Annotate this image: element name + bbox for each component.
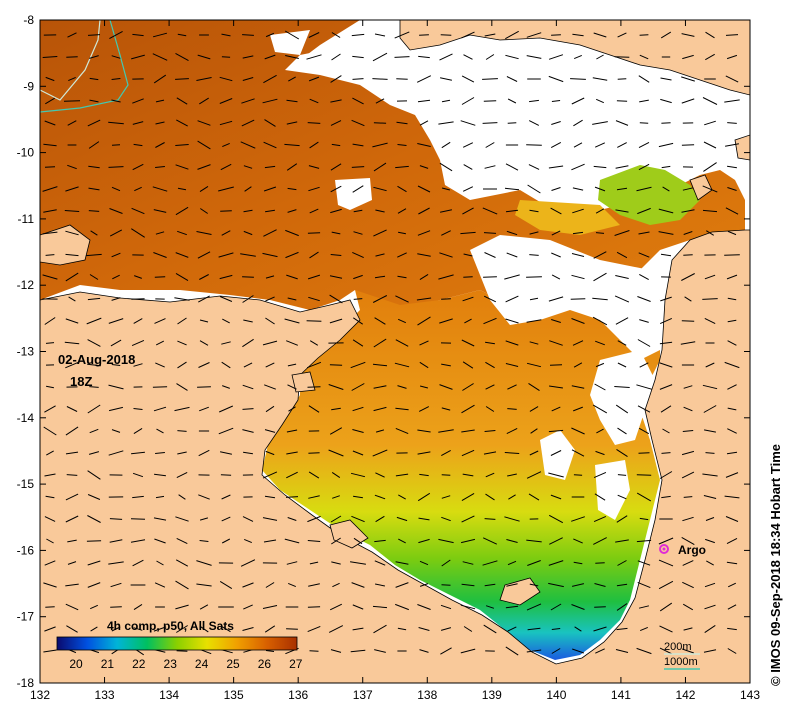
y-tick-label: -9	[23, 79, 34, 93]
current-arrow	[308, 387, 321, 388]
argo-label: Argo	[678, 543, 706, 557]
y-tick-label: -8	[23, 13, 34, 27]
current-arrow	[724, 255, 740, 256]
x-tick-label: 143	[740, 688, 760, 702]
y-tick-label: -13	[17, 345, 35, 359]
current-arrow	[640, 35, 649, 36]
current-arrow	[682, 321, 694, 322]
current-arrow	[484, 101, 496, 102]
current-arrow	[45, 607, 54, 608]
current-arrow	[441, 35, 452, 36]
isobath-200-label: 200m	[664, 641, 692, 653]
time-label: 18Z	[70, 374, 92, 389]
current-arrow	[615, 57, 630, 58]
colorbar-tick-label: 25	[226, 657, 240, 671]
x-tick-label: 134	[159, 688, 179, 702]
colorbar	[57, 637, 297, 650]
current-arrow	[131, 519, 145, 520]
x-tick-label: 138	[417, 688, 437, 702]
x-tick-label: 142	[675, 688, 695, 702]
colorbar-title: 4h comp, p50, All Sats	[107, 619, 234, 633]
current-arrow	[222, 57, 230, 58]
date-label: 02-Aug-2018	[58, 352, 135, 367]
colorbar-tick-label: 26	[258, 657, 272, 671]
x-tick-label: 140	[546, 688, 566, 702]
colorbar-tick-label: 22	[132, 657, 146, 671]
y-tick-label: -14	[17, 411, 35, 425]
colorbar-tick-label: 20	[69, 657, 83, 671]
current-arrow	[618, 79, 627, 80]
isobath-1000-label: 1000m	[664, 656, 698, 668]
current-arrow	[242, 277, 254, 278]
current-arrow	[308, 453, 319, 454]
x-tick-label: 141	[611, 688, 631, 702]
y-tick-label: -12	[17, 278, 35, 292]
current-arrow	[66, 57, 77, 58]
current-arrow	[683, 255, 692, 256]
current-arrow	[463, 277, 472, 278]
x-tick-label: 132	[30, 688, 50, 702]
x-tick-label: 135	[224, 688, 244, 702]
current-arrow	[286, 629, 298, 630]
colorbar-tick-label: 23	[164, 657, 178, 671]
x-tick-label: 133	[95, 688, 115, 702]
y-tick-label: -15	[17, 477, 35, 491]
y-tick-label: -17	[17, 610, 35, 624]
current-arrow	[508, 123, 517, 124]
colorbar-tick-label: 21	[101, 657, 115, 671]
colorbar-tick-label: 24	[195, 657, 209, 671]
current-arrow	[442, 585, 451, 586]
y-tick-label: -10	[17, 146, 35, 160]
current-arrow	[526, 145, 542, 146]
current-arrow	[442, 475, 451, 476]
colorbar-tick-label: 27	[289, 657, 303, 671]
y-tick-label: -16	[17, 543, 35, 557]
x-tick-label: 136	[288, 688, 308, 702]
current-arrow	[419, 35, 429, 36]
x-tick-label: 139	[482, 688, 502, 702]
y-tick-label: -18	[17, 676, 35, 690]
x-tick-label: 137	[353, 688, 373, 702]
current-arrow	[307, 321, 322, 322]
y-tick-label: -11	[18, 212, 35, 226]
current-arrow	[682, 145, 694, 146]
credit-text: © IMOS 09-Sep-2018 18:34 Hobart Time	[768, 444, 783, 686]
current-arrow	[64, 101, 80, 102]
current-arrow	[153, 387, 167, 388]
